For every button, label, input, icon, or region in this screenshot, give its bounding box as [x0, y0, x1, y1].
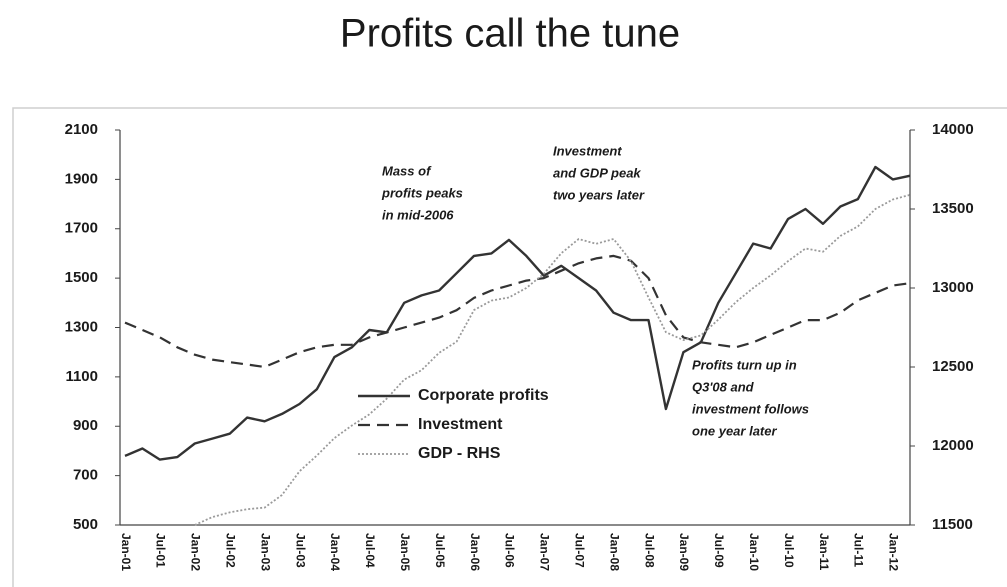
x-tick-label: Jul-08: [642, 533, 656, 568]
y-tick-label: 700: [73, 467, 98, 484]
y-tick-label: 500: [73, 516, 98, 533]
y2-tick-label: 14000: [932, 121, 974, 138]
annotation: Investment: [553, 143, 622, 158]
x-tick-label: Jul-06: [503, 533, 517, 568]
y-tick-label: 1300: [65, 318, 98, 335]
x-tick-label: Jul-11: [852, 533, 866, 567]
x-tick-label: Jul-10: [782, 533, 796, 568]
y2-tick-label: 13000: [932, 279, 974, 296]
legend-label: GDP - RHS: [418, 445, 501, 462]
x-tick-label: Jul-05: [433, 533, 447, 568]
x-tick-label: Jan-07: [538, 533, 552, 571]
y2-tick-label: 12500: [932, 358, 974, 375]
x-tick-label: Jul-02: [224, 533, 238, 568]
x-tick-label: Jan-09: [677, 533, 691, 571]
x-tick-label: Jan-05: [398, 533, 412, 571]
annotation: investment follows: [692, 401, 809, 416]
annotation: one year later: [692, 423, 777, 438]
chart-title: Profits call the tune: [340, 12, 680, 56]
legend-label: Corporate profits: [418, 387, 549, 404]
x-tick-label: Jul-01: [154, 533, 168, 568]
y-tick-label: 1500: [65, 269, 98, 286]
annotation: Q3'08 and: [692, 379, 755, 394]
y2-tick-label: 13500: [932, 200, 974, 217]
y-tick-label: 2100: [65, 121, 98, 138]
annotation: and GDP peak: [553, 165, 641, 180]
x-tick-label: Jan-12: [887, 533, 901, 571]
x-tick-label: Jan-01: [119, 533, 133, 571]
plot-area: [124, 165, 910, 526]
series-line: [124, 254, 910, 369]
x-tick-label: Jul-04: [363, 533, 377, 568]
x-tick-label: Jan-02: [189, 533, 203, 571]
y-tick-label: 900: [73, 417, 98, 434]
x-tick-label: Jan-04: [328, 533, 342, 571]
y2-tick-label: 11500: [932, 516, 973, 533]
y-tick-label: 1700: [65, 220, 98, 237]
x-tick-label: Jan-11: [817, 533, 831, 571]
x-tick-label: Jan-10: [747, 533, 761, 571]
x-tick-label: Jul-09: [712, 533, 726, 568]
x-tick-label: Jan-08: [607, 533, 621, 571]
annotation: Mass of: [382, 163, 432, 178]
chart-frame: [12, 107, 1007, 587]
annotation: in mid-2006: [382, 207, 454, 222]
legend-label: Investment: [418, 416, 503, 433]
y2-tick-label: 12000: [932, 437, 974, 454]
x-tick-label: Jan-03: [258, 533, 272, 571]
x-tick-label: Jul-07: [573, 533, 587, 568]
annotation: profits peaks: [381, 185, 463, 200]
y-tick-label: 1900: [65, 170, 98, 187]
annotation: two years later: [553, 187, 645, 202]
series-line: [194, 193, 910, 526]
annotation: Profits turn up in: [692, 357, 797, 372]
x-tick-label: Jan-06: [468, 533, 482, 571]
series-line: [124, 165, 910, 461]
y-tick-label: 1100: [65, 368, 98, 385]
x-tick-label: Jul-03: [293, 533, 307, 568]
